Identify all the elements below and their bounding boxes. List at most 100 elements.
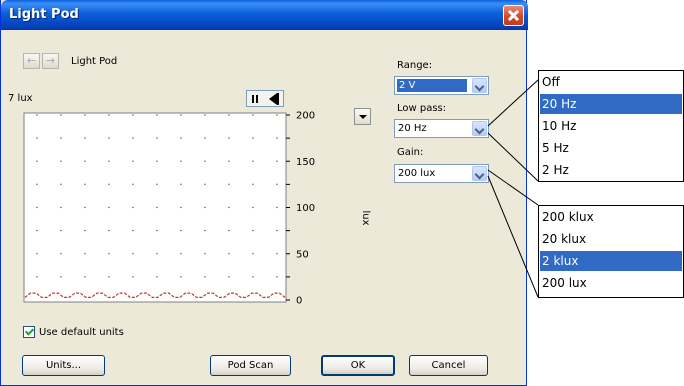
grid-dot <box>60 229 62 232</box>
grid-dot <box>36 206 38 209</box>
grid-dot <box>276 229 278 232</box>
playback-controls <box>246 90 284 107</box>
range-value: 2 V <box>397 79 467 92</box>
pod-scan-button[interactable]: Pod Scan <box>210 355 291 376</box>
grid-dot <box>108 229 110 232</box>
grid-dot <box>180 114 182 116</box>
grid-dot <box>108 160 110 162</box>
gain-options-list: 200 klux 20 klux 2 klux 200 lux <box>538 205 684 298</box>
back-arrow-icon[interactable]: ← <box>23 53 40 69</box>
grid-dot <box>84 229 86 232</box>
grid-dot <box>156 206 158 209</box>
lowpass-option[interactable]: 10 Hz <box>542 119 577 133</box>
grid-dot <box>252 114 254 116</box>
lowpass-option[interactable]: Off <box>542 75 560 89</box>
y-axis-label: lux <box>360 210 371 225</box>
grid-dot <box>156 276 158 278</box>
grid-dot <box>252 183 254 186</box>
chevron-down-icon[interactable] <box>472 78 487 93</box>
grid-dot <box>204 229 206 232</box>
grid <box>36 114 278 278</box>
grid-dot <box>84 160 86 162</box>
units-button[interactable]: Units... <box>22 355 105 376</box>
grid-dot <box>156 137 158 139</box>
y-axis-ticks <box>286 114 290 301</box>
grid-dot <box>228 253 230 255</box>
gain-option[interactable]: 20 klux <box>542 232 587 246</box>
grid-dot <box>60 114 62 116</box>
lowpass-option[interactable]: 20 Hz <box>540 94 682 114</box>
gain-label: Gain: <box>397 147 424 158</box>
grid-dot <box>108 137 110 139</box>
gain-option[interactable]: 200 klux <box>542 210 594 224</box>
lowpass-option[interactable]: 5 Hz <box>542 141 569 155</box>
grid-dot <box>228 229 230 232</box>
grid-dot <box>132 276 134 278</box>
grid-dot <box>180 253 182 255</box>
grid-dot <box>228 276 230 278</box>
grid-dot <box>60 137 62 139</box>
lowpass-callout-line <box>487 132 539 182</box>
chevron-down-icon[interactable] <box>472 166 487 181</box>
grid-dot <box>84 114 86 116</box>
grid-dot <box>180 276 182 278</box>
grid-dot <box>228 160 230 162</box>
forward-arrow-icon[interactable]: → <box>42 53 59 69</box>
lowpass-select[interactable]: 20 Hz <box>394 119 489 138</box>
grid-dot <box>204 206 206 209</box>
ok-button[interactable]: OK <box>321 355 395 376</box>
lowpass-label: Low pass: <box>397 103 447 114</box>
grid-dot <box>132 183 134 186</box>
grid-dot <box>60 206 62 209</box>
grid-dot <box>84 276 86 278</box>
grid-dot <box>156 253 158 255</box>
title-bar[interactable]: Light Pod <box>1 0 528 30</box>
gain-option[interactable]: 2 klux <box>540 251 682 271</box>
default-units-checkbox[interactable] <box>23 326 35 338</box>
grid-dot <box>204 160 206 162</box>
grid-dot <box>252 229 254 232</box>
gain-select[interactable]: 200 lux <box>394 164 489 183</box>
rewind-icon[interactable] <box>269 93 279 105</box>
lowpass-options-list: Off 20 Hz 10 Hz 5 Hz 2 Hz <box>538 70 684 182</box>
cancel-button[interactable]: Cancel <box>409 355 488 376</box>
grid-dot <box>180 137 182 139</box>
grid-dot <box>204 183 206 186</box>
grid-dot <box>156 229 158 232</box>
grid-dot <box>132 253 134 255</box>
grid-dot <box>204 137 206 139</box>
grid-dot <box>36 183 38 186</box>
grid-dot <box>108 253 110 255</box>
y-axis-tick-labels: 200 150 100 50 0 <box>296 111 315 307</box>
grid-dot <box>108 114 110 116</box>
range-select[interactable]: 2 V <box>394 76 489 95</box>
grid-dot <box>84 183 86 186</box>
grid-dot <box>108 206 110 209</box>
chevron-down-icon[interactable] <box>472 121 487 136</box>
grid-dot <box>60 160 62 162</box>
y-tick-label: 50 <box>296 249 309 260</box>
grid-dot <box>84 206 86 209</box>
grid-dot <box>276 137 278 139</box>
light-pod-dialog: Light Pod ← → Light Pod 7 lux 200 150 100 5… <box>0 0 527 386</box>
range-label: Range: <box>397 60 433 71</box>
grid-dot <box>228 183 230 186</box>
grid-dot <box>276 253 278 255</box>
pause-icon[interactable] <box>252 95 259 103</box>
grid-dot <box>252 137 254 139</box>
close-icon[interactable] <box>503 5 524 26</box>
default-units-label: Use default units <box>39 327 124 338</box>
axis-options-dropdown[interactable] <box>354 108 371 125</box>
grid-dot <box>180 160 182 162</box>
gain-callout-line <box>487 175 539 298</box>
grid-dot <box>156 183 158 186</box>
grid-dot <box>36 276 38 278</box>
y-tick-label: 0 <box>296 296 302 307</box>
grid-dot <box>252 253 254 255</box>
grid-dot <box>180 183 182 186</box>
gain-option[interactable]: 200 lux <box>542 276 587 290</box>
grid-dot <box>252 276 254 278</box>
y-tick-label: 150 <box>296 157 315 168</box>
lowpass-option[interactable]: 2 Hz <box>542 163 569 177</box>
